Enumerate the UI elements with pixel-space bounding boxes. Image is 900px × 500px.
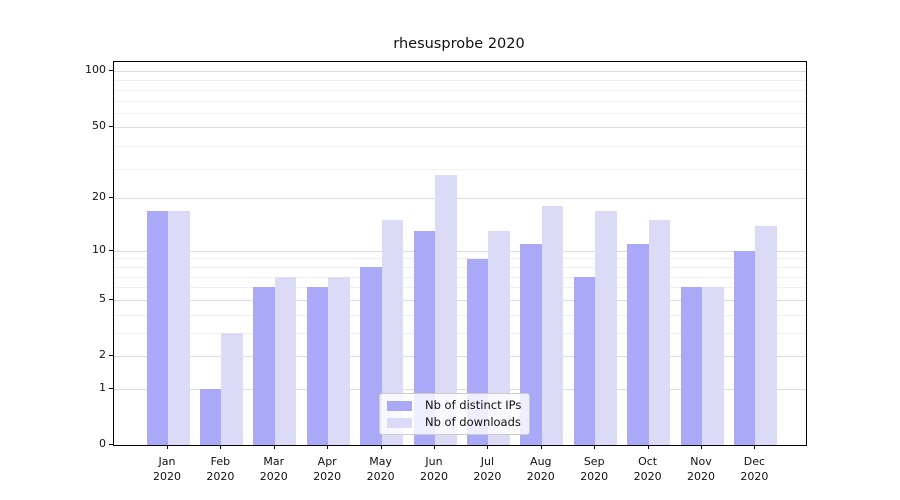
x-tick-label-oct: Oct 2020 [633,455,662,483]
legend-item-distinct-ips: Nb of distinct IPs [387,399,521,412]
gridline-minor [114,314,806,316]
x-tick-label-mar: Mar 2020 [259,455,288,483]
bar-downloads-apr [328,276,350,445]
x-tick-mark [273,445,275,449]
x-tick-mark [487,445,489,449]
x-tick-label-jan: Jan 2020 [153,455,181,483]
gridline-major [114,356,806,357]
bar-downloads-dec [755,225,777,445]
x-tick-label-dec: Dec 2020 [740,455,769,483]
y-tick-mark [109,197,113,199]
bar-ips-jan [146,210,168,445]
bar-ips-mar [253,287,275,445]
bar-downloads-jul [488,231,510,445]
y-tick-label: 2 [99,348,106,361]
bar-ips-sep [573,276,596,445]
gridline-minor [114,258,806,260]
gridline-minor [114,169,806,171]
legend: Nb of distinct IPs Nb of downloads [379,393,531,435]
bar-downloads-jun [435,175,457,445]
gridline-minor [114,113,806,115]
bar-downloads-mar [274,276,297,445]
legend-swatch-downloads [387,417,412,428]
y-tick-mark [109,298,113,300]
gridline-minor [114,287,806,289]
y-tick-mark [109,249,113,251]
legend-swatch-distinct-ips [387,400,412,411]
x-tick-label-sep: Sep 2020 [580,455,609,483]
x-tick-label-may: May 2020 [366,455,395,483]
bar-ips-jun [413,231,435,445]
x-tick-mark [220,445,222,449]
x-tick-mark [594,445,596,449]
x-tick-mark [647,445,649,449]
gridline-minor [114,276,806,278]
y-tick-label: 100 [85,63,106,77]
legend-label-downloads: Nb of downloads [425,415,521,429]
y-tick-label: 5 [99,291,106,305]
x-tick-mark [167,445,168,449]
bar-downloads-sep [595,210,617,445]
legend-label-distinct-ips: Nb of distinct IPs [425,398,522,412]
gridline-major [114,250,806,252]
bar-ips-feb [199,388,222,445]
y-tick-label: 0 [99,437,106,450]
gridline-major [114,299,806,301]
bar-downloads-jan [168,210,190,445]
bar-ips-apr [306,287,329,445]
y-tick-label: 50 [92,118,106,132]
x-tick-label-apr: Apr 2020 [313,455,342,483]
bar-downloads-feb [221,332,243,445]
y-tick-label: 10 [92,242,106,256]
gridline-major [114,388,806,390]
y-tick-mark [109,444,113,445]
x-tick-mark [701,445,702,449]
bar-downloads-may [381,220,404,445]
x-tick-mark [540,445,542,449]
gridline-minor [114,89,806,91]
x-tick-label-aug: Aug 2020 [526,455,555,483]
y-tick-mark [109,355,113,356]
bar-ips-may [360,267,382,445]
gridline-major [114,71,806,73]
bar-ips-oct [627,243,649,445]
x-tick-label-jul: Jul 2020 [473,455,502,483]
x-tick-label-jun: Jun 2020 [420,455,448,483]
bar-ips-nov [680,287,702,445]
x-tick-mark [380,445,382,449]
gridline-minor [114,146,806,148]
x-tick-mark [434,445,435,449]
gridline-major [114,126,806,128]
y-tick-mark [109,125,113,127]
bar-downloads-aug [541,206,564,445]
x-tick-mark [327,445,329,449]
bar-ips-dec [733,250,756,445]
gridline-minor [114,332,806,334]
gridline-minor [114,266,806,268]
bar-downloads-oct [648,220,671,445]
y-tick-mark [109,387,113,389]
x-tick-label-feb: Feb 2020 [206,455,235,483]
plot-area [113,61,807,446]
x-tick-label-nov: Nov 2020 [687,455,715,483]
y-tick-label: 20 [92,190,106,204]
gridline-minor [114,100,806,102]
y-tick-label: 1 [99,380,106,394]
bar-downloads-nov [702,287,724,445]
legend-item-downloads: Nb of downloads [387,416,521,429]
x-tick-mark [754,445,756,449]
gridline-major [114,198,806,200]
gridline-minor [114,80,806,82]
y-tick-mark [109,70,113,72]
chart-title: rhesusprobe 2020 [393,36,525,52]
